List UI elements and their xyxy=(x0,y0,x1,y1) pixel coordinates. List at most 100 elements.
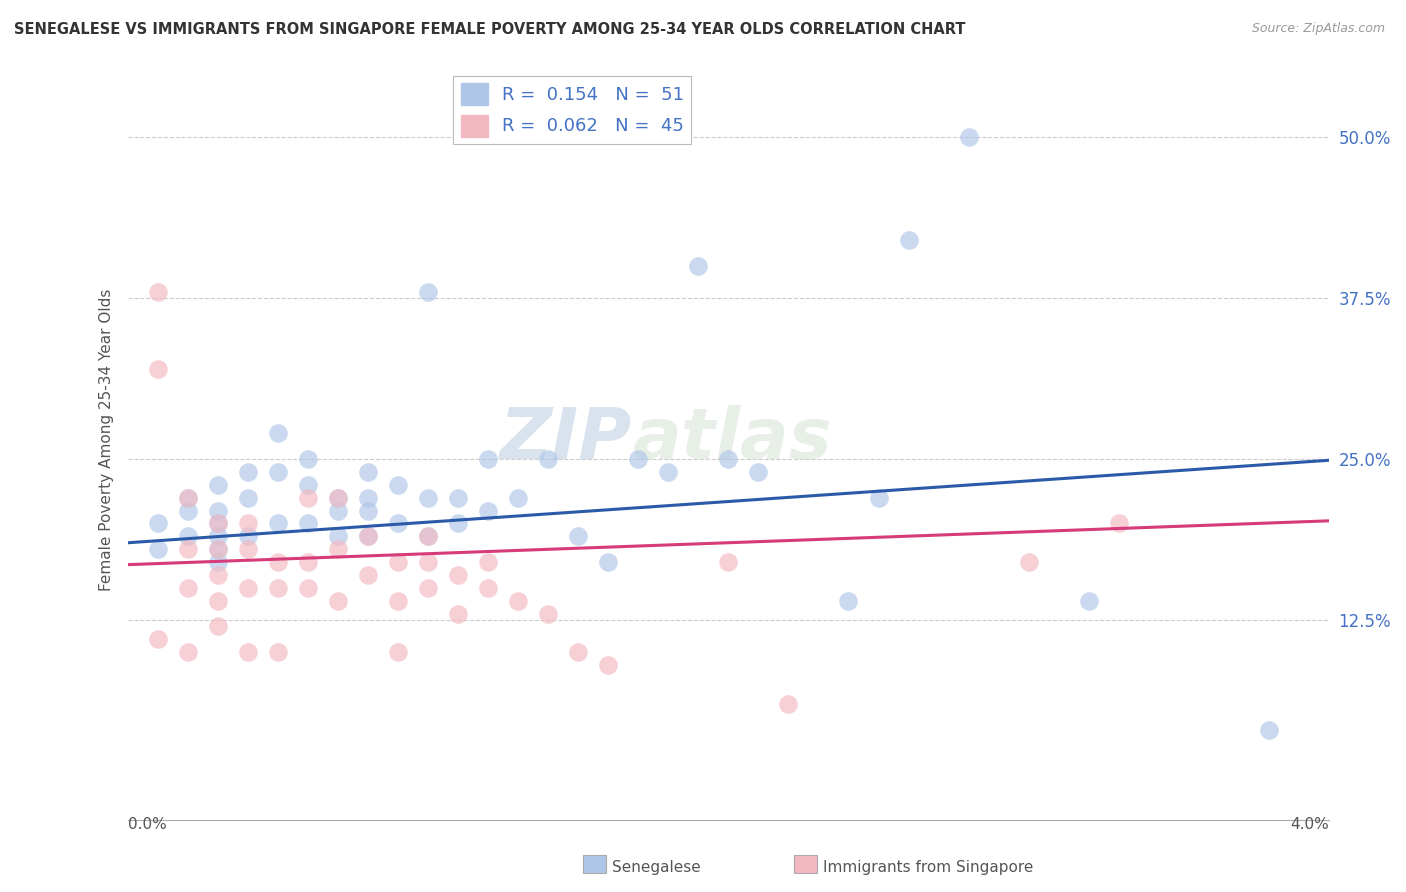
Text: Source: ZipAtlas.com: Source: ZipAtlas.com xyxy=(1251,22,1385,36)
Point xyxy=(177,581,200,595)
Point xyxy=(537,607,560,621)
Point xyxy=(328,491,350,505)
Point xyxy=(1257,723,1279,737)
Point xyxy=(177,542,200,557)
Point xyxy=(387,516,409,531)
Point xyxy=(477,452,499,467)
Point xyxy=(148,285,170,299)
Point xyxy=(477,503,499,517)
Point xyxy=(357,529,380,543)
Point xyxy=(207,542,229,557)
Point xyxy=(357,491,380,505)
Bar xyxy=(794,855,817,873)
Text: Senegalese: Senegalese xyxy=(612,860,700,874)
Point xyxy=(567,645,589,659)
Point xyxy=(418,491,440,505)
Point xyxy=(957,129,980,144)
Point xyxy=(897,233,920,247)
Point xyxy=(357,529,380,543)
Point xyxy=(267,426,290,441)
Point xyxy=(328,503,350,517)
Point xyxy=(508,491,530,505)
Point xyxy=(357,503,380,517)
Point xyxy=(418,581,440,595)
Point xyxy=(297,477,319,491)
Point xyxy=(177,491,200,505)
Point xyxy=(837,593,859,607)
Point xyxy=(1108,516,1130,531)
Y-axis label: Female Poverty Among 25-34 Year Olds: Female Poverty Among 25-34 Year Olds xyxy=(100,288,114,591)
Text: ZIP: ZIP xyxy=(501,405,633,475)
Point xyxy=(297,452,319,467)
Text: atlas: atlas xyxy=(633,405,832,475)
Point xyxy=(177,645,200,659)
Point xyxy=(207,555,229,569)
Point xyxy=(627,452,650,467)
Legend: R =  0.154   N =  51, R =  0.062   N =  45: R = 0.154 N = 51, R = 0.062 N = 45 xyxy=(453,76,692,144)
Point xyxy=(238,581,260,595)
Point xyxy=(387,593,409,607)
Point xyxy=(267,516,290,531)
Point xyxy=(508,593,530,607)
Point xyxy=(868,491,890,505)
Point xyxy=(177,503,200,517)
Point xyxy=(657,465,679,479)
Point xyxy=(328,593,350,607)
Point xyxy=(598,555,620,569)
Point xyxy=(1077,593,1099,607)
Point xyxy=(177,491,200,505)
Point xyxy=(387,477,409,491)
Point xyxy=(207,503,229,517)
Text: SENEGALESE VS IMMIGRANTS FROM SINGAPORE FEMALE POVERTY AMONG 25-34 YEAR OLDS COR: SENEGALESE VS IMMIGRANTS FROM SINGAPORE … xyxy=(14,22,966,37)
Point xyxy=(477,555,499,569)
Point xyxy=(207,619,229,633)
Point xyxy=(447,491,470,505)
Point xyxy=(477,581,499,595)
Point xyxy=(1018,555,1040,569)
Point xyxy=(418,529,440,543)
Point xyxy=(238,516,260,531)
Point xyxy=(387,645,409,659)
Point xyxy=(688,259,710,273)
Point xyxy=(148,516,170,531)
Point xyxy=(238,491,260,505)
Point xyxy=(267,555,290,569)
Point xyxy=(717,452,740,467)
Point xyxy=(177,529,200,543)
Point xyxy=(447,516,470,531)
Text: 4.0%: 4.0% xyxy=(1289,817,1329,832)
Point xyxy=(747,465,769,479)
Point xyxy=(567,529,589,543)
Point xyxy=(418,285,440,299)
Point xyxy=(297,555,319,569)
Point xyxy=(238,542,260,557)
Point xyxy=(328,491,350,505)
Point xyxy=(357,568,380,582)
Point xyxy=(717,555,740,569)
Point xyxy=(537,452,560,467)
Bar xyxy=(583,855,606,873)
Point xyxy=(297,516,319,531)
Point xyxy=(207,516,229,531)
Point xyxy=(447,607,470,621)
Point xyxy=(207,568,229,582)
Point xyxy=(328,529,350,543)
Point xyxy=(238,645,260,659)
Point xyxy=(238,529,260,543)
Point xyxy=(267,645,290,659)
Point xyxy=(207,529,229,543)
Point xyxy=(148,542,170,557)
Point xyxy=(418,555,440,569)
Point xyxy=(357,465,380,479)
Point xyxy=(598,658,620,673)
Point xyxy=(387,555,409,569)
Point xyxy=(238,465,260,479)
Point xyxy=(148,632,170,647)
Point xyxy=(328,542,350,557)
Point xyxy=(447,568,470,582)
Point xyxy=(267,465,290,479)
Point xyxy=(207,516,229,531)
Point xyxy=(148,361,170,376)
Point xyxy=(297,581,319,595)
Point xyxy=(207,593,229,607)
